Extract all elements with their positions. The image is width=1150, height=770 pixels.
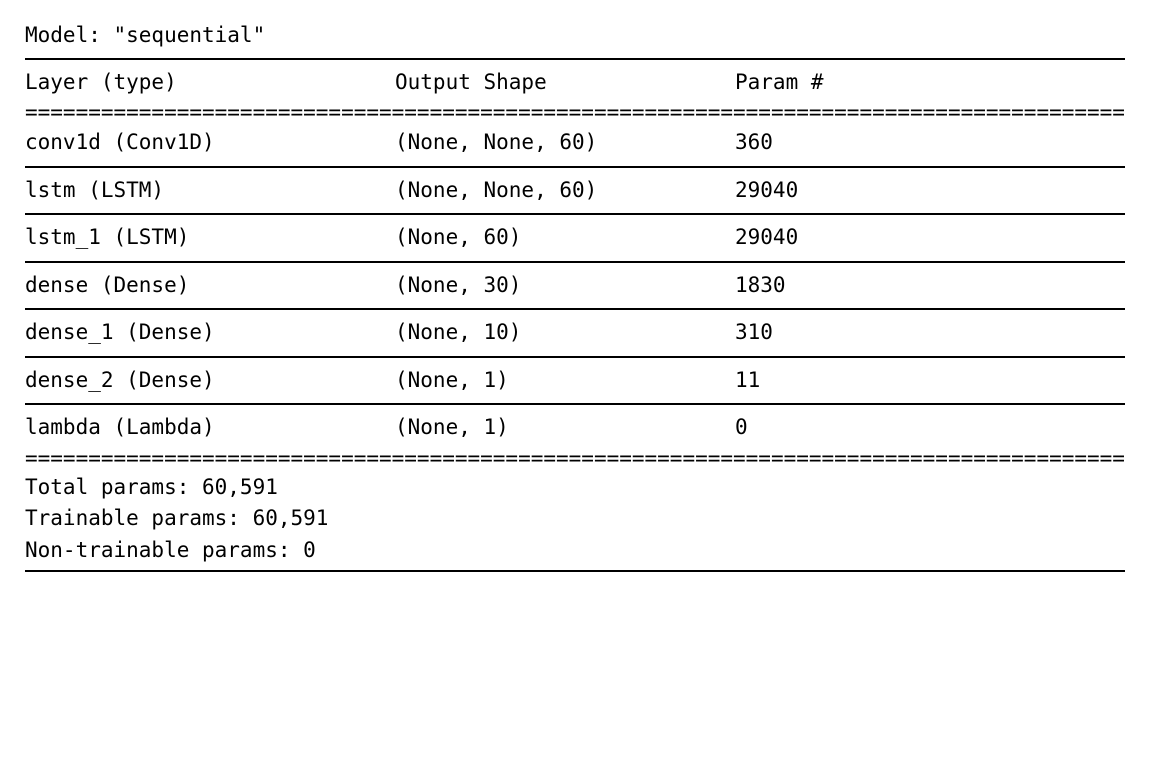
cell-param: 360 (735, 127, 1125, 159)
cell-shape: (None, None, 60) (395, 175, 735, 207)
rule-row (25, 356, 1125, 358)
table-body: conv1d (Conv1D)(None, None, 60)360 lstm (… (25, 124, 1125, 447)
rule-row (25, 261, 1125, 263)
rule-double-top: ========================================… (25, 101, 1125, 124)
cell-shape: (None, 60) (395, 222, 735, 254)
cell-param: 29040 (735, 222, 1125, 254)
summary-footer: Total params: 60,591 Trainable params: 6… (25, 472, 1125, 567)
table-row: lstm (LSTM)(None, None, 60)29040 (25, 172, 1125, 210)
cell-param: 1830 (735, 270, 1125, 302)
cell-param: 29040 (735, 175, 1125, 207)
table-row: dense (Dense)(None, 30)1830 (25, 267, 1125, 305)
cell-layer: lstm_1 (LSTM) (25, 222, 395, 254)
cell-shape: (None, 1) (395, 365, 735, 397)
rule-top (25, 58, 1125, 60)
table-row: lstm_1 (LSTM)(None, 60)29040 (25, 219, 1125, 257)
rule-double-bottom: ========================================… (25, 447, 1125, 470)
rule-row (25, 308, 1125, 310)
header-shape: Output Shape (395, 67, 735, 99)
header-layer: Layer (type) (25, 67, 395, 99)
cell-layer: lstm (LSTM) (25, 175, 395, 207)
cell-shape: (None, 1) (395, 412, 735, 444)
total-params: Total params: 60,591 (25, 472, 1125, 504)
nontrainable-params: Non-trainable params: 0 (25, 535, 1125, 567)
rule-row (25, 213, 1125, 215)
cell-param: 0 (735, 412, 1125, 444)
rule-bottom (25, 570, 1125, 572)
table-header: Layer (type) Output Shape Param # (25, 64, 1125, 102)
rule-row (25, 403, 1125, 405)
table-row: lambda (Lambda)(None, 1)0 (25, 409, 1125, 447)
table-row: dense_1 (Dense)(None, 10)310 (25, 314, 1125, 352)
table-row: dense_2 (Dense)(None, 1)11 (25, 362, 1125, 400)
cell-param: 310 (735, 317, 1125, 349)
model-title: Model: "sequential" (25, 20, 1125, 52)
cell-shape: (None, 30) (395, 270, 735, 302)
cell-layer: dense_1 (Dense) (25, 317, 395, 349)
cell-layer: dense_2 (Dense) (25, 365, 395, 397)
cell-shape: (None, None, 60) (395, 127, 735, 159)
table-row: conv1d (Conv1D)(None, None, 60)360 (25, 124, 1125, 162)
rule-row (25, 166, 1125, 168)
cell-layer: conv1d (Conv1D) (25, 127, 395, 159)
header-param: Param # (735, 67, 1125, 99)
cell-param: 11 (735, 365, 1125, 397)
cell-shape: (None, 10) (395, 317, 735, 349)
trainable-params: Trainable params: 60,591 (25, 503, 1125, 535)
cell-layer: lambda (Lambda) (25, 412, 395, 444)
cell-layer: dense (Dense) (25, 270, 395, 302)
